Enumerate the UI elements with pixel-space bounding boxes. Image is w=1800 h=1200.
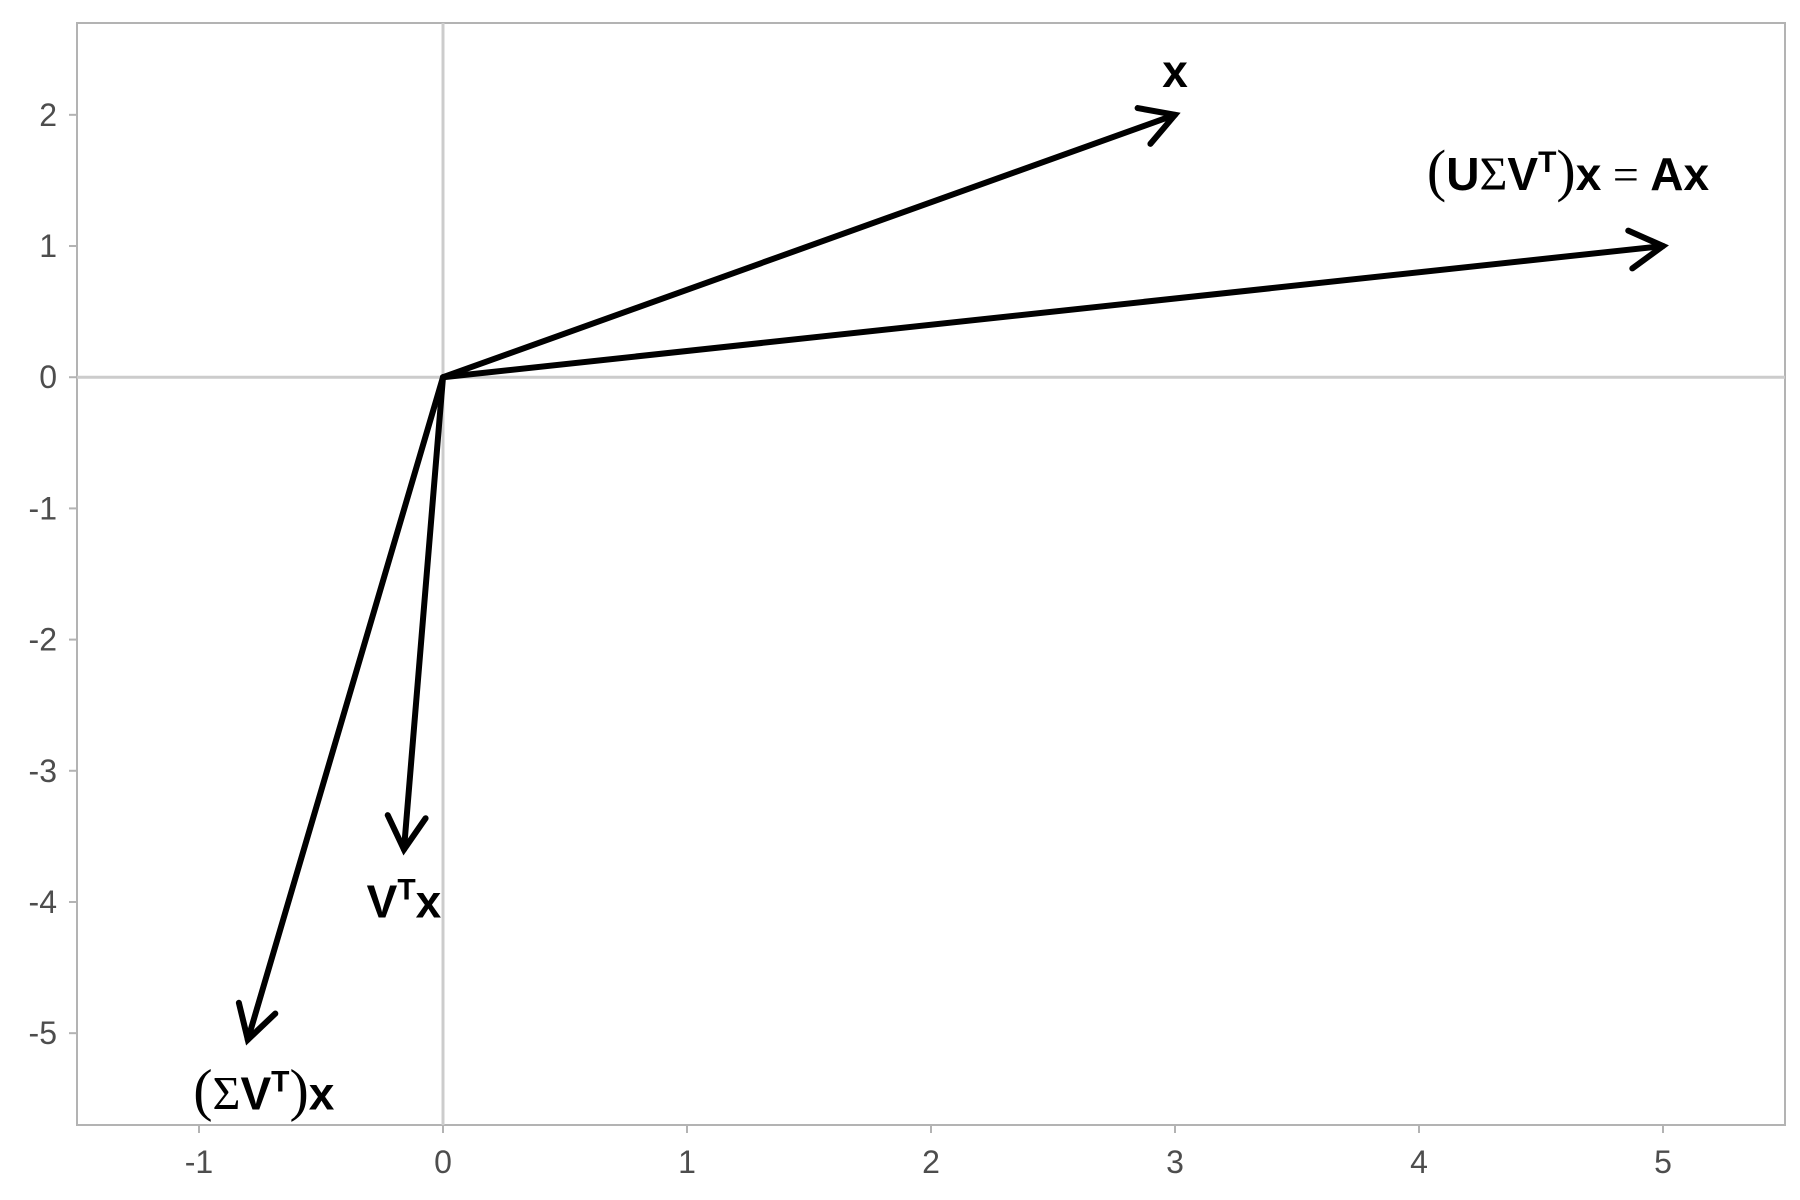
y-tick-label: -3 bbox=[29, 753, 57, 789]
y-tick-label: 0 bbox=[39, 359, 57, 395]
label-part: x bbox=[416, 876, 442, 928]
label-part: U bbox=[1446, 148, 1479, 200]
y-tick-label: -5 bbox=[29, 1015, 57, 1051]
vector-label-svt-x: (ΣVT)x bbox=[193, 1058, 335, 1123]
x-tick-label: 4 bbox=[1410, 1144, 1428, 1180]
vector-svt-x bbox=[235, 374, 446, 1046]
y-tick-label: 1 bbox=[39, 228, 57, 264]
y-tick-label: -2 bbox=[29, 622, 57, 658]
vector-head-vt-x bbox=[384, 812, 429, 856]
x-tick-label: 2 bbox=[922, 1144, 940, 1180]
label-part: Σ bbox=[1479, 148, 1507, 201]
vector-vt-x bbox=[384, 374, 446, 856]
label-part: T bbox=[1538, 146, 1556, 179]
label-part: Ax bbox=[1650, 148, 1709, 200]
y-tick-label: -1 bbox=[29, 490, 57, 526]
x-tick-label: 1 bbox=[678, 1144, 696, 1180]
vector-shaft-svt-x bbox=[244, 374, 446, 1043]
plot-panel bbox=[76, 22, 1786, 1126]
label-part: x bbox=[309, 1068, 335, 1120]
vector-label-x: x bbox=[1162, 45, 1188, 97]
vector-head-svt-x bbox=[235, 999, 279, 1046]
label-part: V bbox=[367, 876, 398, 928]
label-part: T bbox=[397, 874, 415, 907]
vector-head-x bbox=[1134, 105, 1181, 147]
label-part: ( bbox=[1427, 138, 1446, 203]
vector-usvt-x bbox=[440, 227, 1669, 381]
label-part: x bbox=[1576, 148, 1602, 200]
vector-shaft-usvt-x bbox=[440, 243, 1666, 381]
vector-shaft-x bbox=[440, 111, 1178, 381]
label-part: V bbox=[240, 1068, 271, 1120]
label-part: ) bbox=[1556, 138, 1575, 203]
vectors bbox=[235, 105, 1669, 1046]
label-part: x bbox=[1162, 45, 1188, 97]
x-tick-label: 3 bbox=[1166, 1144, 1184, 1180]
y-tick-label: -4 bbox=[29, 884, 57, 920]
label-part: T bbox=[271, 1066, 289, 1099]
label-part: V bbox=[1507, 148, 1538, 200]
vector-head-usvt-x bbox=[1625, 227, 1669, 272]
x-tick-label: 5 bbox=[1654, 1144, 1672, 1180]
vector-shaft-vt-x bbox=[400, 374, 446, 853]
vector-label-vt-x: VTx bbox=[367, 874, 442, 928]
vector-x bbox=[440, 105, 1181, 381]
y-axis: 2 1 0 -1 -2 -3 -4 -5 bbox=[29, 97, 77, 1051]
x-tick-label: -1 bbox=[185, 1144, 213, 1180]
x-tick-label: 0 bbox=[434, 1144, 452, 1180]
x-axis: -1 0 1 2 3 4 5 bbox=[185, 1125, 1672, 1180]
y-tick-label: 2 bbox=[39, 97, 57, 133]
label-part: ( bbox=[193, 1058, 212, 1123]
label-part: ) bbox=[289, 1058, 308, 1123]
label-part: Σ bbox=[213, 1068, 241, 1121]
label-part: = bbox=[1601, 149, 1650, 200]
vector-label-usvt-x: (UΣVT)x = Ax bbox=[1427, 138, 1710, 203]
zero-lines bbox=[77, 23, 1785, 1125]
